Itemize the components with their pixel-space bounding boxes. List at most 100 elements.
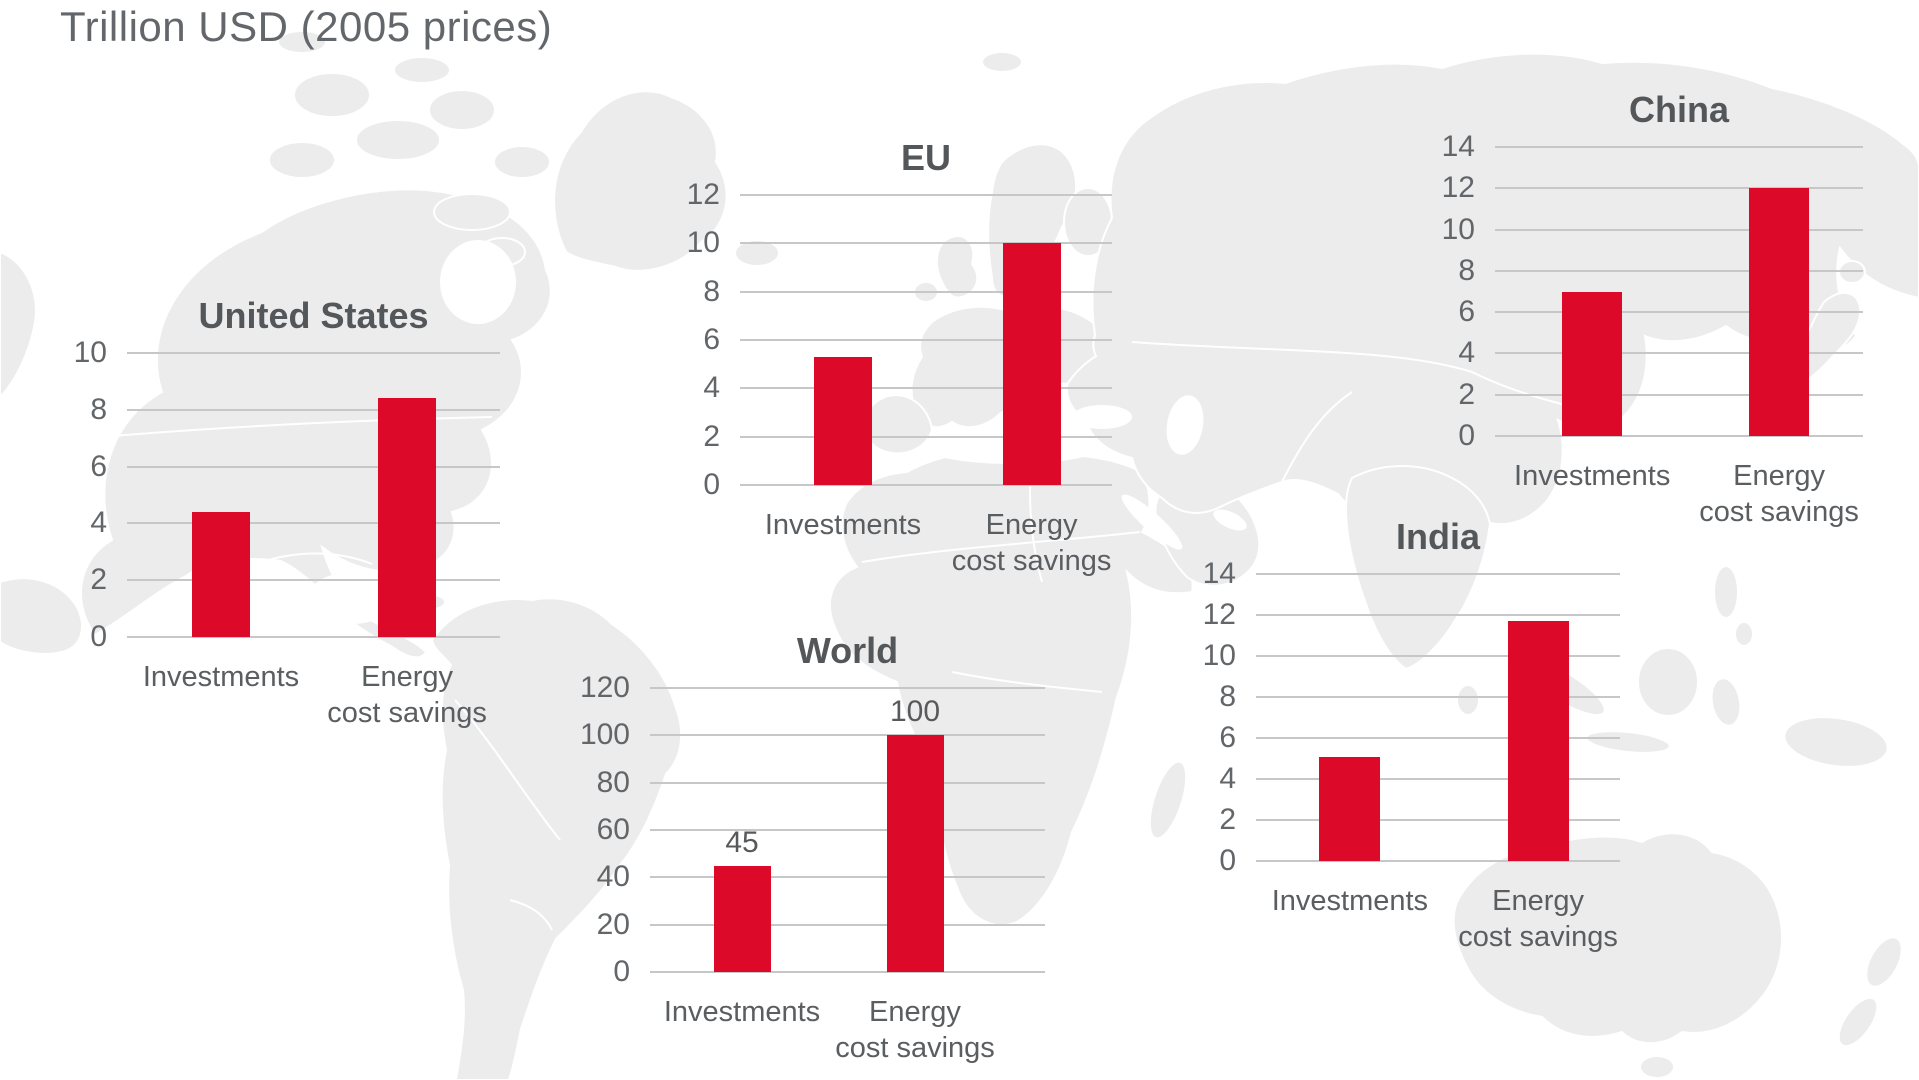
- bar-investments: [1562, 291, 1623, 436]
- gridline: [650, 687, 1045, 689]
- gridline: [740, 242, 1112, 245]
- island: [433, 193, 511, 231]
- gridline: [1495, 393, 1863, 396]
- category-label-investments: Investments: [142, 661, 300, 693]
- category-label-energy-cost-savings: Energy cost savings: [1458, 885, 1618, 953]
- gridline: [1256, 573, 1620, 575]
- island-iceland: [734, 239, 780, 267]
- sea-persian-gulf: [1213, 509, 1247, 531]
- island: [268, 141, 336, 179]
- y-tick-label: 20: [596, 907, 630, 941]
- island-sulawesi: [1710, 677, 1742, 727]
- island-svalbard: [981, 51, 1023, 73]
- category-label-investments: Investments: [764, 509, 922, 541]
- bar-investments: [814, 356, 872, 485]
- region-iberia: [863, 394, 934, 455]
- bar-investments: [713, 865, 771, 972]
- gridline: [1256, 819, 1620, 821]
- gridline: [650, 734, 1045, 737]
- gridline: [1256, 614, 1620, 616]
- category-label-investments: Investments: [663, 996, 821, 1028]
- sea-caspian: [1166, 395, 1204, 455]
- gridline: [650, 781, 1045, 784]
- gridline: [127, 636, 500, 638]
- sea-red-sea: [1121, 494, 1183, 550]
- y-tick-label: 2: [703, 419, 720, 453]
- gridline: [740, 194, 1112, 196]
- island-new-guinea: [1783, 716, 1889, 768]
- y-tick-label: 4: [90, 506, 107, 540]
- gridline: [650, 829, 1045, 831]
- gridline: [740, 339, 1112, 341]
- bar-value-label: 100: [889, 695, 941, 729]
- gridline: [1495, 269, 1863, 272]
- gridline: [1256, 696, 1620, 698]
- region-alaska-edge: [0, 577, 83, 655]
- y-tick-label: 6: [703, 323, 720, 356]
- gridline: [1495, 146, 1863, 148]
- border-line: [454, 699, 561, 841]
- border-line: [951, 671, 1103, 693]
- island-new-zealand-north: [1865, 936, 1903, 988]
- gridline: [127, 522, 500, 525]
- island-hokkaido: [1838, 260, 1866, 284]
- y-tick-label: 12: [1441, 171, 1475, 205]
- island: [293, 72, 371, 118]
- island-philippines: [1713, 565, 1739, 619]
- gridline: [1495, 228, 1863, 231]
- category-label-energy-cost-savings: Energy cost savings: [1699, 460, 1859, 528]
- gridline: [740, 290, 1112, 293]
- island-philippines: [1734, 621, 1754, 647]
- chart-india: India 0 2 4 6 8 10 12 14 Investments Energy cost s…: [1203, 516, 1620, 953]
- chart-china: China 0 2 4 6 8 10 12 14 Investments Energy cost s…: [1442, 89, 1863, 528]
- y-tick-label: 2: [90, 563, 107, 597]
- chart-world: World 0 20 40 60 80 100 120 45 Investments 100 Ener…: [580, 630, 1045, 1064]
- y-tick-label: 10: [1441, 212, 1475, 246]
- y-tick-label: 6: [1458, 295, 1475, 329]
- y-tick-label: 4: [703, 371, 720, 405]
- island-borneo: [1637, 647, 1699, 717]
- y-tick-label: 8: [90, 392, 107, 426]
- gridline: [127, 465, 500, 468]
- bar-energy-cost-savings: [1507, 621, 1569, 861]
- bar-energy-cost-savings: [1749, 188, 1810, 436]
- gridline: [740, 387, 1112, 390]
- y-tick-label: 8: [1219, 680, 1236, 713]
- gridline: [650, 971, 1045, 973]
- y-tick-label: 2: [1219, 803, 1236, 836]
- island-new-zealand-south: [1837, 996, 1879, 1048]
- gridline: [1495, 352, 1863, 355]
- chart-eu: EU 0 2 4 6 8 10 12 Investments Energy cost saving…: [687, 137, 1112, 577]
- y-tick-label: 2: [1458, 377, 1475, 411]
- sea-gulf-of-mexico: [308, 572, 396, 624]
- bar-energy-cost-savings: [378, 398, 437, 637]
- border-line: [509, 899, 553, 931]
- island: [493, 145, 551, 179]
- y-tick-label: 80: [596, 765, 630, 799]
- continent-asia: [1066, 52, 1919, 599]
- chart-title: China: [1628, 89, 1729, 130]
- category-label-energy-cost-savings: Energy cost savings: [327, 661, 487, 729]
- island-great-britain: [935, 235, 979, 299]
- chart-united-states: United States 0 2 4 6 8 10 Investments Energy co…: [74, 295, 500, 729]
- y-tick-label: 10: [686, 226, 720, 260]
- gridline: [127, 408, 500, 411]
- island: [355, 119, 441, 161]
- gridline: [127, 352, 500, 354]
- y-tick-label: 100: [579, 718, 630, 752]
- gridline: [740, 484, 1112, 486]
- island-greenland: [553, 90, 728, 272]
- island: [428, 89, 496, 131]
- region-chukotka-edge: [0, 250, 37, 399]
- gridline: [650, 923, 1045, 926]
- gridline: [1495, 187, 1863, 190]
- continent-australia: [1452, 832, 1783, 1045]
- gridline: [1495, 311, 1863, 314]
- gridline: [127, 579, 500, 582]
- island: [277, 30, 327, 54]
- page-title: Trillion USD (2005 prices): [60, 3, 553, 50]
- sea-hudson-bay: [440, 240, 516, 324]
- chart-title: EU: [900, 137, 951, 178]
- gridline: [1256, 655, 1620, 657]
